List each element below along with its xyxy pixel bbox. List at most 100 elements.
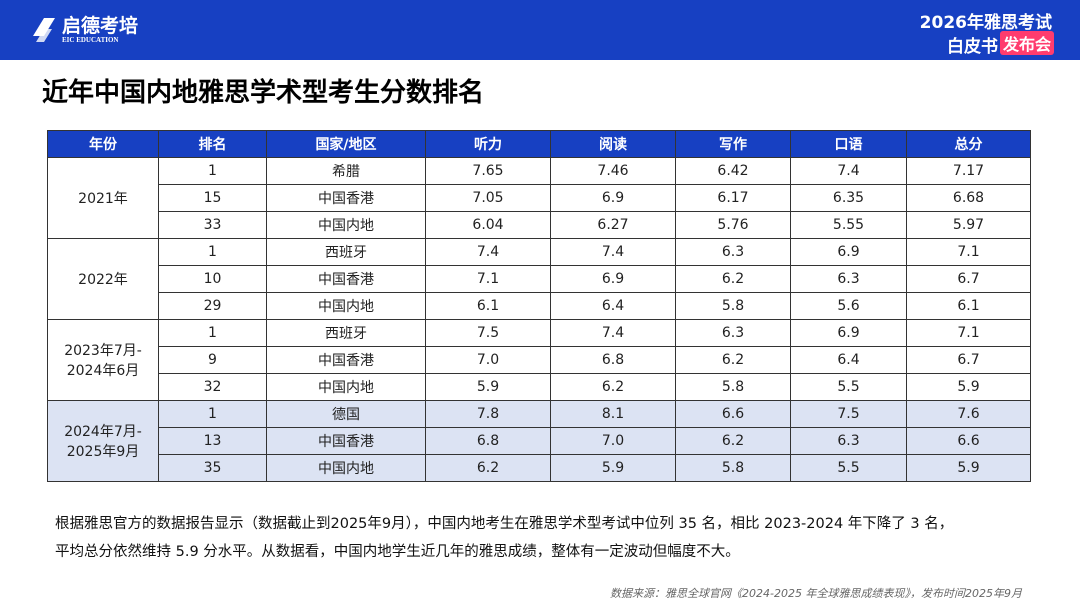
table-cell: 5.55 xyxy=(790,211,907,239)
table-row: 29 中国内地 6.1 6.4 5.8 5.6 6.1 xyxy=(48,292,1031,320)
table-cell: 1 xyxy=(158,319,267,347)
paragraph-line: 平均总分依然维持 5.9 分水平。从数据看，中国内地学生近几年的雅思成绩，整体有… xyxy=(55,544,740,560)
logo-sub: EIC EDUCATION xyxy=(62,36,119,44)
table-cell: 6.2 xyxy=(550,373,676,401)
table-row: 9 中国香港 7.0 6.8 6.2 6.4 6.7 xyxy=(48,346,1031,374)
table-cell: 6.9 xyxy=(550,265,676,293)
year-cell: 2022年 xyxy=(47,238,159,320)
header-row: 年份 排名 国家/地区 听力 阅读 写作 口语 总分 xyxy=(47,130,1031,158)
table-cell: 5.9 xyxy=(906,454,1031,482)
table-cell: 7.1 xyxy=(425,265,551,293)
year-cell: 2021年 xyxy=(47,157,159,239)
table-cell: 中国内地 xyxy=(266,292,426,320)
year-line: 2023年7月- xyxy=(64,343,142,359)
table-cell: 德国 xyxy=(266,400,426,428)
table-cell: 5.8 xyxy=(675,454,791,482)
table-cell: 13 xyxy=(158,427,267,455)
table-cell: 6.6 xyxy=(675,400,791,428)
table-cell: 7.4 xyxy=(550,238,676,266)
paragraph-line: 根据雅思官方的数据报告显示（数据截止到2025年9月），中国内地考生在雅思学术型… xyxy=(55,516,954,532)
table-cell: 6.1 xyxy=(906,292,1031,320)
table-cell: 6.68 xyxy=(906,184,1031,212)
table-cell: 5.8 xyxy=(675,292,791,320)
column-header: 阅读 xyxy=(550,130,676,158)
table-cell: 中国内地 xyxy=(266,373,426,401)
table-cell: 西班牙 xyxy=(266,319,426,347)
table-row: 2022年 1 西班牙 7.4 7.4 6.3 6.9 7.1 xyxy=(47,238,1031,320)
year-line: 2024年6月 xyxy=(66,363,140,379)
table-cell: 中国香港 xyxy=(266,265,426,293)
table-cell: 6.3 xyxy=(675,238,791,266)
table-cell: 中国香港 xyxy=(266,184,426,212)
table-cell: 5.76 xyxy=(675,211,791,239)
table-cell: 6.2 xyxy=(675,427,791,455)
table-row: 2024年7月- 2025年9月 1 德国 7.8 8.1 6.6 7.5 7.6 xyxy=(47,400,1031,482)
table-cell: 7.0 xyxy=(425,346,551,374)
column-header: 国家/地区 xyxy=(266,130,426,158)
event-line: 白皮书 xyxy=(947,37,998,57)
table-cell: 7.8 xyxy=(425,400,551,428)
table-cell: 7.6 xyxy=(906,400,1031,428)
table-cell: 7.05 xyxy=(425,184,551,212)
table-cell: 5.5 xyxy=(790,373,907,401)
table-row: 2023年7月- 2024年6月 1 西班牙 7.5 7.4 6.3 6.9 7.1 xyxy=(47,319,1031,401)
table-cell: 6.1 xyxy=(425,292,551,320)
table-cell: 5.97 xyxy=(906,211,1031,239)
table-cell: 7.17 xyxy=(906,157,1031,185)
table-cell: 33 xyxy=(158,211,267,239)
header-bar xyxy=(0,0,1080,60)
table-cell: 1 xyxy=(158,400,267,428)
column-header: 年份 xyxy=(47,130,159,158)
table-cell: 6.04 xyxy=(425,211,551,239)
table-cell: 5.8 xyxy=(675,373,791,401)
table-cell: 6.9 xyxy=(550,184,676,212)
table-cell: 5.9 xyxy=(906,373,1031,401)
score-table: 年份 排名 国家/地区 听力 阅读 写作 口语 总分 2021年 1 希腊 7.65 7.46 6.42 7… xyxy=(47,130,1031,482)
column-header: 排名 xyxy=(158,130,267,158)
table-cell: 5.5 xyxy=(790,454,907,482)
table-row: 35 中国内地 6.2 5.9 5.8 5.5 5.9 xyxy=(48,454,1031,482)
table-row: 15 中国香港 7.05 6.9 6.17 6.35 6.68 xyxy=(48,184,1031,212)
table-cell: 6.3 xyxy=(790,265,907,293)
column-header: 口语 xyxy=(790,130,907,158)
column-header: 听力 xyxy=(425,130,551,158)
table-cell: 中国香港 xyxy=(266,427,426,455)
table-cell: 7.4 xyxy=(550,319,676,347)
source-note: 数据来源：雅思全球官网《2024-2025 年全球雅思成绩表现》，发布时间202… xyxy=(610,587,1022,600)
table-cell: 15 xyxy=(158,184,267,212)
event-line: 2026年雅思考试 xyxy=(919,13,1052,33)
table-row: 13 中国香港 6.8 7.0 6.2 6.3 6.6 xyxy=(48,427,1031,455)
column-header: 写作 xyxy=(675,130,791,158)
table-cell: 6.27 xyxy=(550,211,676,239)
table-cell: 10 xyxy=(158,265,267,293)
table-cell: 6.2 xyxy=(675,265,791,293)
slide-title: 近年中国内地雅思学术型考生分数排名 xyxy=(42,78,485,108)
table-cell: 6.8 xyxy=(550,346,676,374)
table-cell: 7.5 xyxy=(425,319,551,347)
table-cell: 6.9 xyxy=(790,319,907,347)
table-cell: 6.6 xyxy=(906,427,1031,455)
table-cell: 7.65 xyxy=(425,157,551,185)
table-row: 10 中国香港 7.1 6.9 6.2 6.3 6.7 xyxy=(48,265,1031,293)
table-cell: 6.4 xyxy=(790,346,907,374)
table-cell: 9 xyxy=(158,346,267,374)
table-cell: 6.8 xyxy=(425,427,551,455)
table-cell: 7.46 xyxy=(550,157,676,185)
table-cell: 6.4 xyxy=(550,292,676,320)
table-cell: 7.4 xyxy=(425,238,551,266)
year-line: 2022年 xyxy=(78,272,128,288)
logo-icon xyxy=(33,18,55,42)
table-cell: 中国香港 xyxy=(266,346,426,374)
table-cell: 6.35 xyxy=(790,184,907,212)
table-row: 2021年 1 希腊 7.65 7.46 6.42 7.4 7.17 xyxy=(47,157,1031,239)
logo-name: 启德考培 xyxy=(62,15,139,37)
table-cell: 6.2 xyxy=(675,346,791,374)
table-cell: 1 xyxy=(158,157,267,185)
year-line: 2025年9月 xyxy=(66,444,140,460)
year-line: 2021年 xyxy=(78,191,128,207)
table-cell: 中国内地 xyxy=(266,211,426,239)
table-cell: 6.3 xyxy=(790,427,907,455)
table-cell: 希腊 xyxy=(266,157,426,185)
table-cell: 6.7 xyxy=(906,265,1031,293)
